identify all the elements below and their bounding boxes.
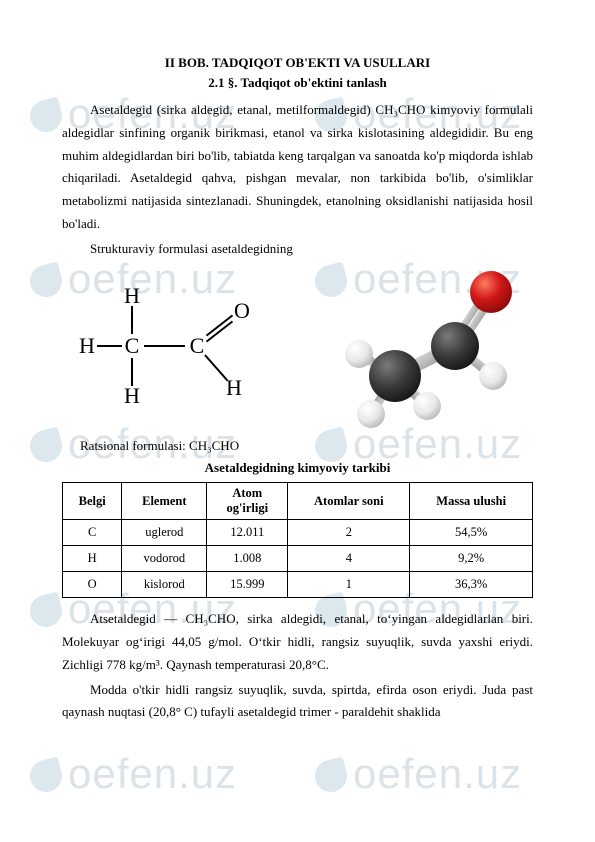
rational-label: Ratsional formulasi: [80, 438, 186, 453]
paragraph-1: Asetaldegid (sirka aldegid, etanal, meti… [62, 99, 533, 236]
svg-text:O: O [234, 298, 250, 323]
table-cell: 15.999 [207, 572, 288, 598]
table-header: Atomlar soni [288, 483, 410, 520]
table-header: Massa ulushi [410, 483, 533, 520]
table-cell: O [63, 572, 122, 598]
table-cell: 12.011 [207, 520, 288, 546]
watermark: oefen.uz [315, 750, 522, 798]
svg-text:H: H [124, 383, 140, 408]
table-cell: 9,2% [410, 546, 533, 572]
section-title: 2.1 §. Tadqiqot ob'ektini tanlash [62, 75, 533, 91]
table-cell: kislorod [122, 572, 207, 598]
table-row: Hvodorod1.00849,2% [63, 546, 533, 572]
table-header: Atomog'irligi [207, 483, 288, 520]
paragraph-2: Strukturaviy formulasi asetaldegidning [62, 238, 533, 261]
rational-formula: CH₃CHO [189, 438, 239, 453]
chapter-title: II BOB. TADQIQOT OB'EKTI VA USULLARI [62, 55, 533, 71]
table-row: Okislorod15.999136,3% [63, 572, 533, 598]
table-cell: 4 [288, 546, 410, 572]
table-header: Element [122, 483, 207, 520]
paragraph-3: Atsetaldegid — CH₃CHO, sirka aldegidi, e… [62, 608, 533, 676]
table-cell: 1 [288, 572, 410, 598]
paragraph-4: Modda o'tkir hidli rangsiz suyuqlik, suv… [62, 679, 533, 725]
molecule-3d-model [323, 266, 533, 436]
table-cell: 36,3% [410, 572, 533, 598]
table-cell: 1.008 [207, 546, 288, 572]
table-cell: uglerod [122, 520, 207, 546]
figure-row: C C O H H H H [62, 266, 533, 436]
rational-formula-line: Ratsional formulasi: CH₃CHO [80, 438, 533, 454]
svg-text:H: H [226, 375, 242, 400]
table-cell: C [63, 520, 122, 546]
table-cell: H [63, 546, 122, 572]
svg-text:H: H [124, 283, 140, 308]
table-cell: 2 [288, 520, 410, 546]
svg-text:C: C [190, 333, 205, 358]
table-title: Asetaldegidning kimyoviy tarkibi [62, 460, 533, 476]
table-cell: 54,5% [410, 520, 533, 546]
table-header: Belgi [63, 483, 122, 520]
svg-text:C: C [125, 333, 140, 358]
svg-text:H: H [79, 333, 95, 358]
composition-table: BelgiElementAtomog'irligiAtomlar soniMas… [62, 482, 533, 598]
table-cell: vodorod [122, 546, 207, 572]
watermark: oefen.uz [30, 750, 237, 798]
table-row: Cuglerod12.011254,5% [63, 520, 533, 546]
structural-formula: C C O H H H H [62, 266, 262, 426]
